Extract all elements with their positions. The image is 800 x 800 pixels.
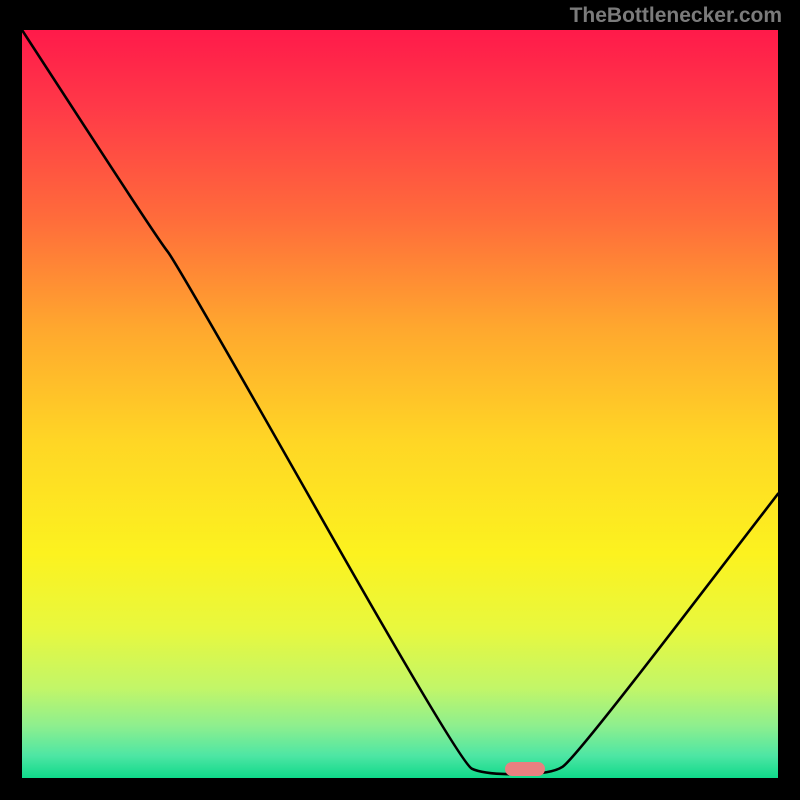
optimal-marker — [505, 762, 545, 776]
watermark-text: TheBottlenecker.com — [570, 4, 782, 28]
bottleneck-curve — [22, 30, 778, 778]
plot-area — [22, 30, 778, 778]
